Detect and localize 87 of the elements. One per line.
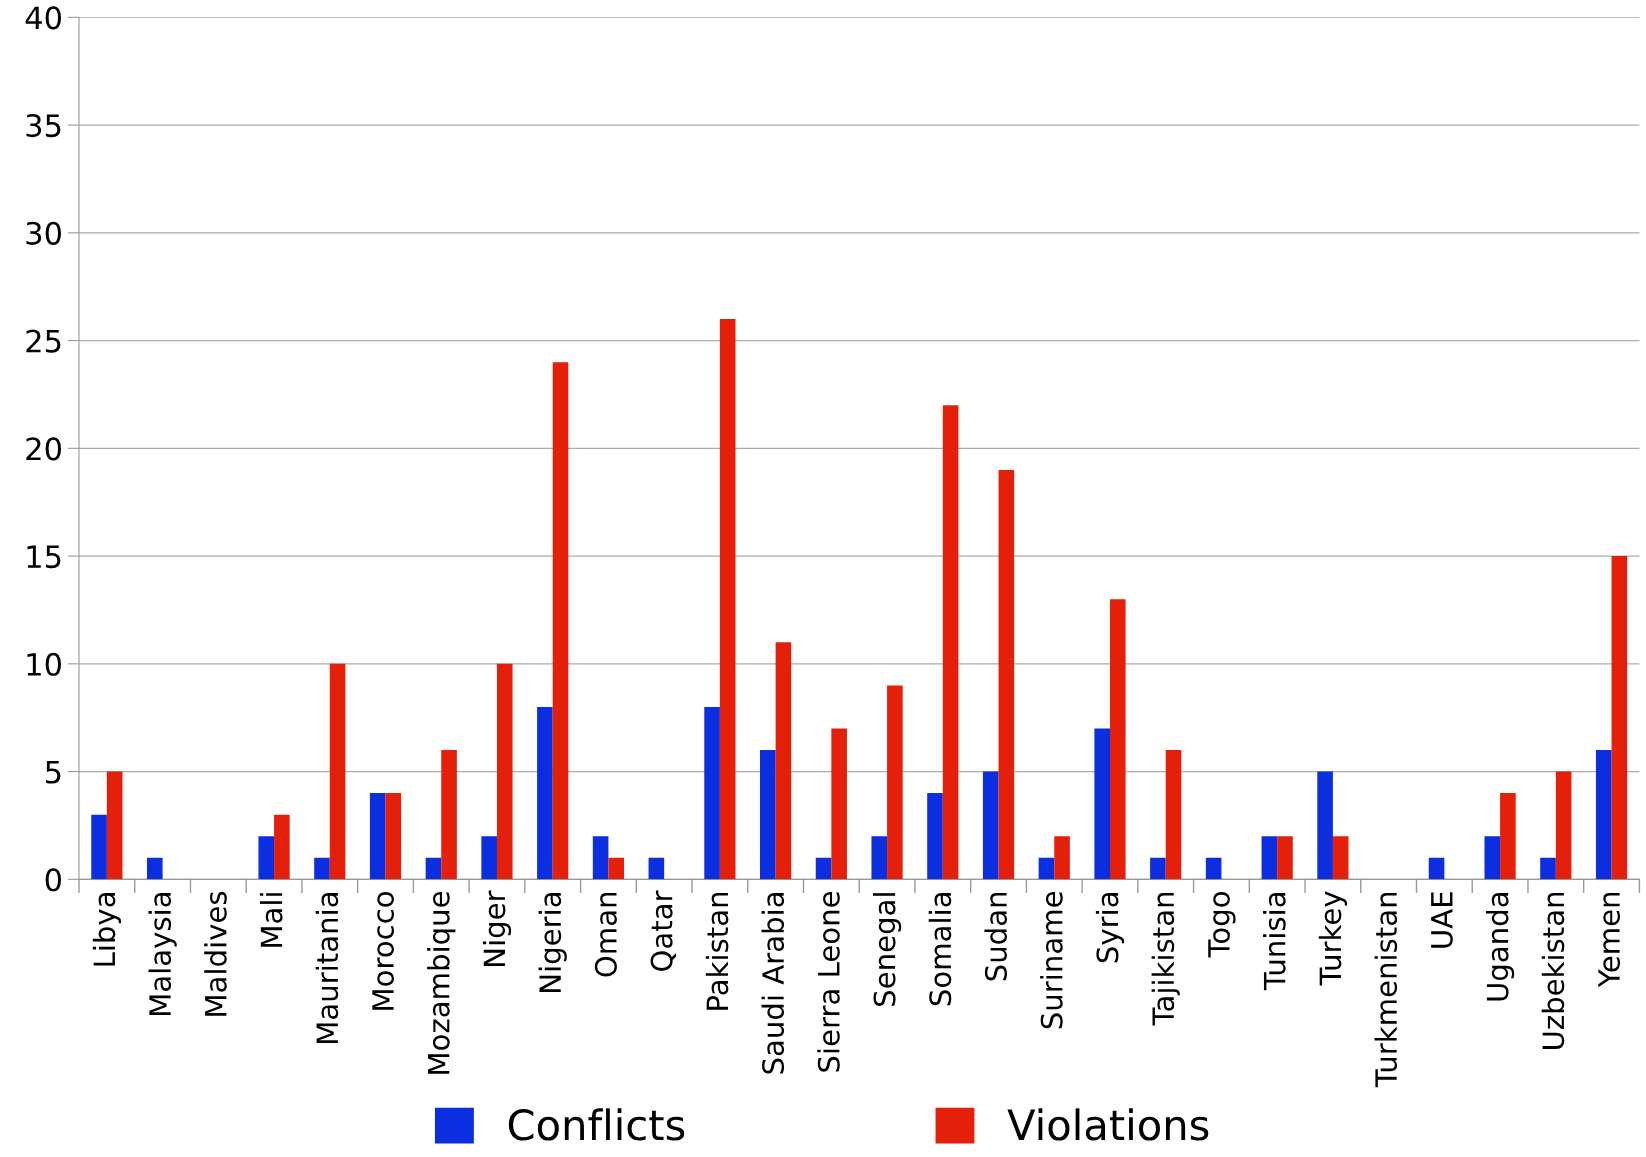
bar <box>1484 836 1501 880</box>
x-tick-label: Morocco <box>372 892 394 1010</box>
x-tick-label: Suriname <box>1040 891 1063 1029</box>
x-tick-label: Mauritania <box>315 893 339 1043</box>
bar <box>1261 836 1278 880</box>
x-tick-label: Yemen <box>1598 892 1621 988</box>
x-tick-label: Togo <box>1208 892 1236 958</box>
y-tick-label: 30 <box>26 221 62 245</box>
bar <box>998 469 1015 880</box>
x-tick-label: Turkmenistan <box>1374 892 1398 1088</box>
bar <box>441 750 457 880</box>
bar <box>1332 836 1349 880</box>
bar <box>1109 599 1126 880</box>
x-tick-label: Syria <box>1095 893 1125 963</box>
bar <box>91 814 107 880</box>
x-tick-label: Nigeria <box>538 893 567 992</box>
bar <box>1054 836 1070 880</box>
bar <box>942 405 959 880</box>
x-tick-label: Sierra Leone <box>817 891 840 1072</box>
legend-label: Conflicts <box>508 1108 685 1141</box>
x-tick-label: Tajikistan <box>1151 892 1180 1026</box>
bar <box>1611 556 1628 880</box>
bar <box>314 857 330 880</box>
bar <box>775 642 792 880</box>
bar <box>927 793 943 880</box>
bar <box>719 319 736 880</box>
y-tick-label: 5 <box>45 760 61 784</box>
x-tick-label: Pakistan <box>705 892 729 1010</box>
bar <box>496 663 513 880</box>
x-tick-label: Saudi Arabia <box>761 893 785 1074</box>
y-tick-label: 40 <box>25 6 62 30</box>
x-tick-label: Qatar <box>650 890 676 971</box>
bar <box>552 362 569 880</box>
bar <box>147 857 163 880</box>
x-tick-label: Uzbekistan <box>1541 892 1565 1049</box>
bar <box>592 836 609 880</box>
x-tick-label: Mali <box>259 893 283 947</box>
y-tick-label: 0 <box>45 868 62 892</box>
x-tick-label: Turkey <box>1318 891 1348 986</box>
bar <box>760 750 776 880</box>
y-tick-label: 25 <box>26 329 61 353</box>
bar <box>385 793 402 880</box>
bar <box>1500 793 1516 880</box>
x-tick-label: Oman <box>594 892 617 977</box>
bar <box>274 814 290 880</box>
x-tick-label: Malaysia <box>148 893 177 1016</box>
x-tick-label: Senegal <box>872 893 902 1006</box>
bar <box>1555 771 1572 880</box>
bar <box>1595 750 1612 880</box>
bar <box>1094 728 1110 880</box>
y-tick-label: 10 <box>27 652 62 676</box>
y-tick-label: 20 <box>26 437 62 461</box>
bar <box>887 685 903 880</box>
bar <box>1540 857 1556 880</box>
bar <box>1428 857 1445 880</box>
x-tick-label: Libya <box>92 893 121 966</box>
bar <box>704 706 720 880</box>
bar <box>815 857 832 880</box>
bar <box>648 857 665 880</box>
x-tick-label: Mozambique <box>427 891 456 1074</box>
bar <box>481 836 497 880</box>
bar <box>831 728 847 880</box>
bar <box>608 857 625 880</box>
bar <box>1277 836 1293 880</box>
x-tick-label: UAE <box>1431 892 1453 948</box>
x-tick-label: Tunisia <box>1263 893 1286 991</box>
bar <box>369 793 386 880</box>
bar <box>258 836 275 880</box>
bar <box>106 771 123 880</box>
x-tick-label: Sudan <box>984 892 1007 981</box>
bar <box>982 771 999 880</box>
y-tick-label: 35 <box>26 114 61 138</box>
x-tick-label: Somalia <box>928 893 952 1006</box>
x-tick-label: Maldives <box>204 891 227 1016</box>
x-tick-label: Niger <box>482 890 512 966</box>
bar <box>1038 857 1055 880</box>
y-tick-label: 15 <box>27 545 61 569</box>
bar <box>425 857 442 880</box>
bar <box>871 836 888 880</box>
bar <box>1317 771 1333 880</box>
x-tick-label: Uganda <box>1485 893 1515 1001</box>
bar <box>329 663 346 880</box>
bar <box>1165 750 1182 880</box>
bar <box>1150 857 1166 880</box>
bar <box>537 706 553 880</box>
bar <box>1205 857 1222 880</box>
legend-label: Violations <box>1007 1108 1209 1141</box>
